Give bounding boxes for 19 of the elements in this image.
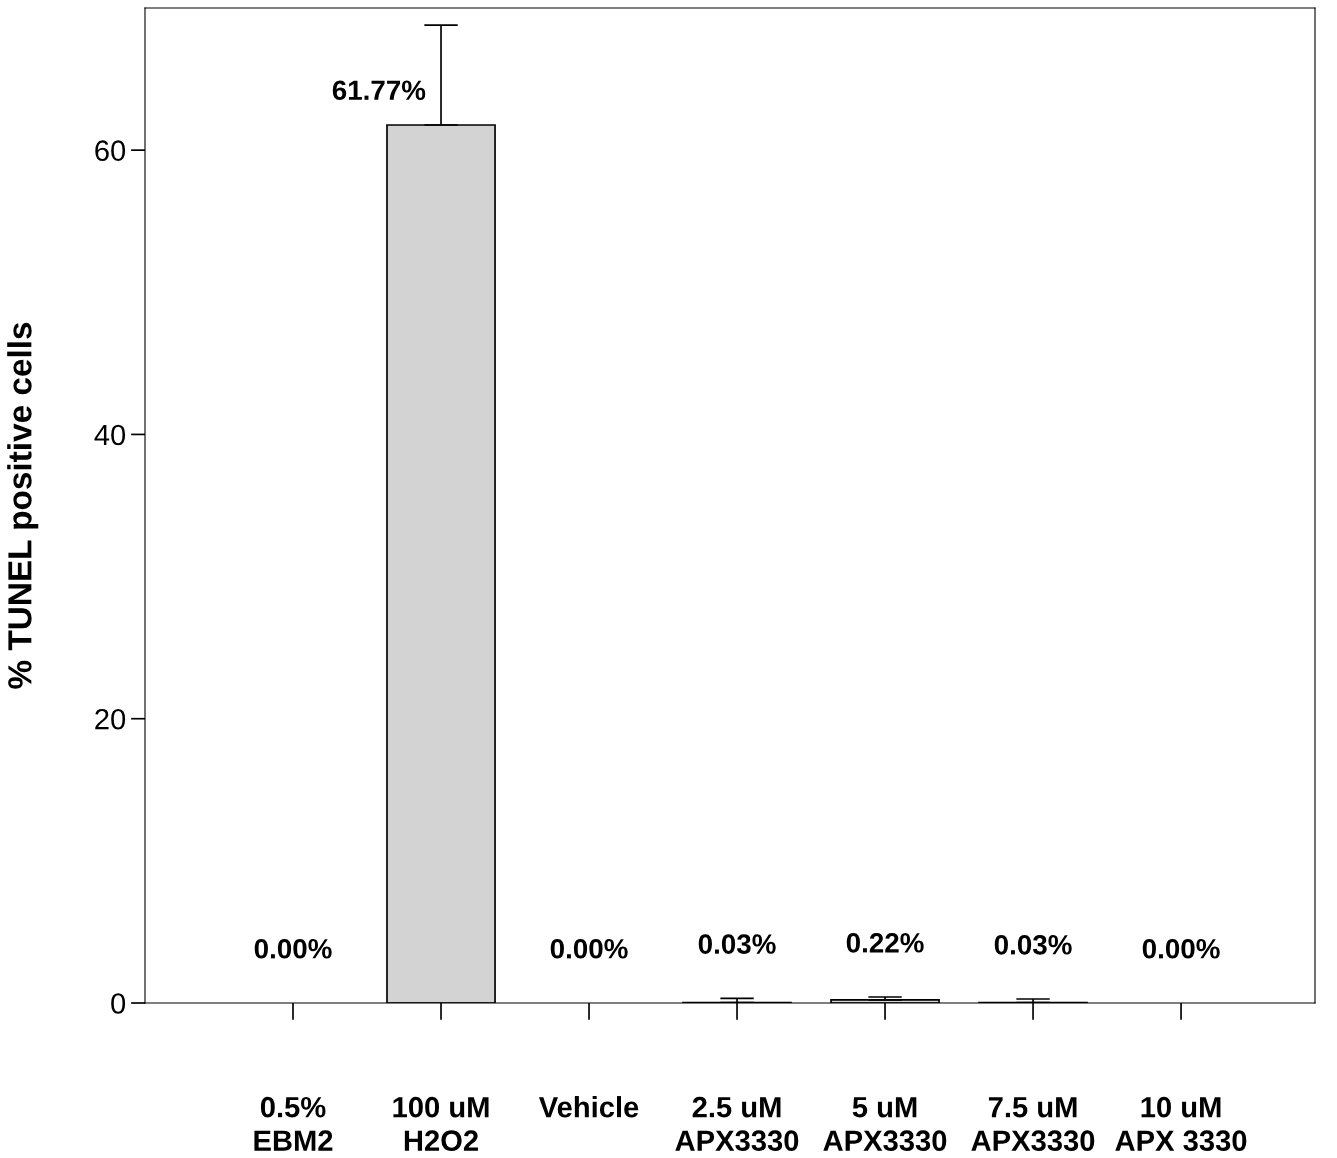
- x-tick-label: Vehicle: [538, 1096, 639, 1118]
- data-label: 0.22%: [846, 932, 924, 953]
- x-tick-label: 2.5 uM APX3330: [675, 1096, 799, 1152]
- data-label: 0.03%: [698, 934, 776, 954]
- x-tick-label: 10 uM APX 3330: [1115, 1096, 1247, 1152]
- data-label: 61.77%: [332, 80, 426, 101]
- x-tick-label: 100 uM H2O2: [393, 1096, 489, 1152]
- x-tick-label: 7.5 uM APX3330: [971, 1097, 1095, 1152]
- y-tick-label: 0: [111, 993, 126, 1014]
- data-label: 0.00%: [550, 938, 628, 959]
- y-axis-title: % TUNEL positive cells: [7, 322, 39, 689]
- x-tick-label: 5 uM APX3330: [823, 1097, 947, 1152]
- data-label: 0.00%: [1142, 938, 1220, 959]
- y-tick-label: 40: [94, 424, 126, 446]
- data-label: 0.00%: [254, 938, 332, 959]
- x-tick-label: 0.5% EBM2: [254, 1096, 333, 1151]
- data-label: 0.03%: [994, 934, 1072, 955]
- y-tick-label: 20: [95, 708, 126, 730]
- y-tick-label: 60: [95, 140, 126, 161]
